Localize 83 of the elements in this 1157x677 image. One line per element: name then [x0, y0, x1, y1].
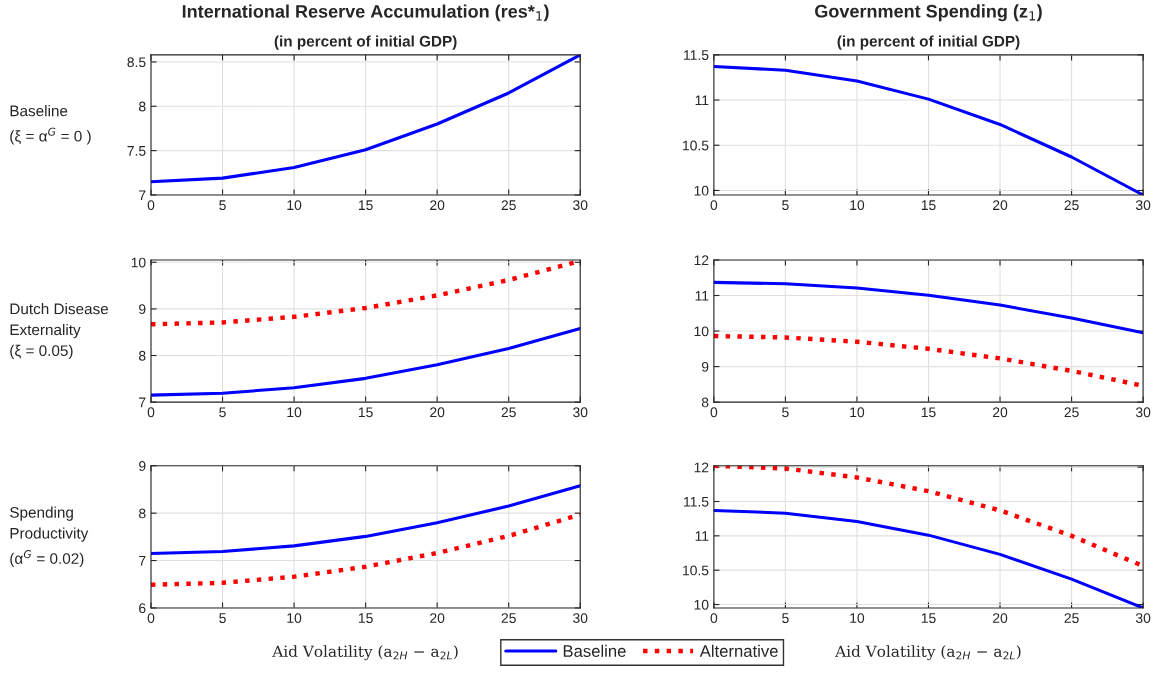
x-tick-label: 0	[710, 407, 718, 418]
x-tick-label: 10	[287, 613, 302, 624]
y-tick-label: 8.5	[127, 57, 146, 68]
x-tick-label: 25	[501, 407, 516, 418]
y-tick-label: 10.5	[683, 140, 709, 151]
x-tick-label: 15	[358, 200, 373, 211]
x-tick-label: 10	[850, 613, 865, 624]
x-tick-label: 25	[1064, 407, 1079, 418]
x-tick-label: 15	[921, 613, 936, 624]
x-tick-label: 30	[1135, 613, 1151, 624]
x-tick-label: 0	[710, 613, 718, 624]
y-tick-label: 9	[701, 361, 709, 372]
x-tick-label: 5	[219, 407, 226, 418]
x-tick-label: 5	[782, 200, 789, 211]
legend-label: Alternative	[699, 644, 778, 657]
x-tick-label: 10	[850, 407, 865, 418]
x-tick-label: 0	[147, 407, 155, 418]
y-tick-label: 12	[694, 255, 709, 265]
chart-title: International Reserve Accumulation (res*$_{1}$)	[182, 4, 549, 22]
line-series	[713, 280, 1144, 335]
x-tick-label: 25	[501, 200, 516, 211]
chart-subtitle: (in percent of initial GDP)	[274, 35, 457, 50]
x-tick-label: 0	[147, 613, 155, 624]
x-tick-label: 0	[147, 200, 155, 211]
x-tick-label: 30	[573, 613, 588, 624]
x-tick-label: 5	[782, 407, 789, 418]
x-tick-label: 20	[993, 200, 1008, 211]
y-tick-label: 7	[139, 397, 146, 408]
x-tick-label: 10	[850, 200, 865, 211]
y-tick-label: 7.5	[127, 146, 146, 156]
y-tick-label: 11	[695, 531, 709, 541]
x-tick-label: 15	[921, 200, 936, 211]
x-tick-label: 25	[501, 613, 516, 624]
y-tick-label: 7	[139, 190, 146, 201]
x-tick-label: 20	[430, 200, 445, 211]
legend-label: Baseline	[563, 644, 626, 657]
y-tick-label: 12	[694, 462, 709, 473]
x-tick-label: 30	[1135, 407, 1151, 418]
y-tick-label: 10	[694, 599, 709, 610]
x-axis-title: Aid Volatility (a$_{2H}$ − a$_{2L}$)	[835, 645, 1021, 661]
x-tick-label: 30	[1135, 200, 1151, 211]
x-tick-label: 10	[287, 200, 302, 211]
y-tick-label: 8	[701, 397, 709, 408]
x-tick-label: 10	[287, 407, 302, 418]
chart-subtitle: (in percent of initial GDP)	[837, 35, 1020, 50]
y-tick-label: 10	[694, 185, 709, 196]
y-tick-label: 8	[139, 101, 146, 112]
text: Baseline (ξ = α$^{G}$ = 0 )	[10, 105, 91, 145]
y-tick-label: 11.5	[684, 50, 709, 61]
y-tick-label: 11	[695, 290, 709, 301]
y-tick-label: 6	[139, 603, 146, 614]
line-series	[150, 484, 581, 555]
x-tick-label: 5	[219, 613, 226, 624]
x-tick-label: 20	[430, 613, 445, 624]
y-tick-label: 7	[139, 556, 146, 566]
x-tick-label: 15	[921, 407, 936, 418]
y-tick-label: 8	[139, 508, 146, 519]
y-tick-label: 11	[695, 95, 709, 106]
x-tick-label: 15	[358, 613, 373, 624]
line-series	[150, 512, 581, 587]
x-tick-label: 25	[1064, 613, 1079, 624]
y-tick-label: 11.5	[684, 496, 709, 507]
x-tick-label: 30	[573, 200, 588, 211]
chart-title: Government Spending (z$_{1}$)	[815, 4, 1042, 22]
text: Dutch Disease Externality (ξ = 0.05)	[10, 303, 109, 360]
y-tick-label: 10	[131, 257, 146, 268]
y-tick-label: 10	[694, 326, 709, 337]
line-series	[150, 326, 581, 397]
y-tick-label: 9	[139, 304, 146, 315]
y-tick-label: 9	[139, 461, 146, 471]
x-tick-label: 20	[993, 613, 1008, 624]
x-tick-label: 0	[710, 200, 718, 211]
y-tick-label: 10.5	[683, 565, 709, 576]
x-axis-title: Aid Volatility (a$_{2H}$ − a$_{2L}$)	[272, 645, 458, 661]
x-tick-label: 5	[219, 200, 226, 211]
x-tick-label: 30	[573, 407, 588, 418]
x-tick-label: 15	[358, 407, 373, 418]
x-tick-label: 20	[993, 407, 1008, 418]
x-tick-label: 25	[1064, 200, 1079, 211]
text: Spending Productivity (α$^{G}$ = 0.02)	[10, 506, 89, 567]
x-tick-label: 5	[782, 613, 789, 624]
y-tick-label: 8	[139, 350, 146, 361]
x-tick-label: 20	[430, 407, 445, 418]
